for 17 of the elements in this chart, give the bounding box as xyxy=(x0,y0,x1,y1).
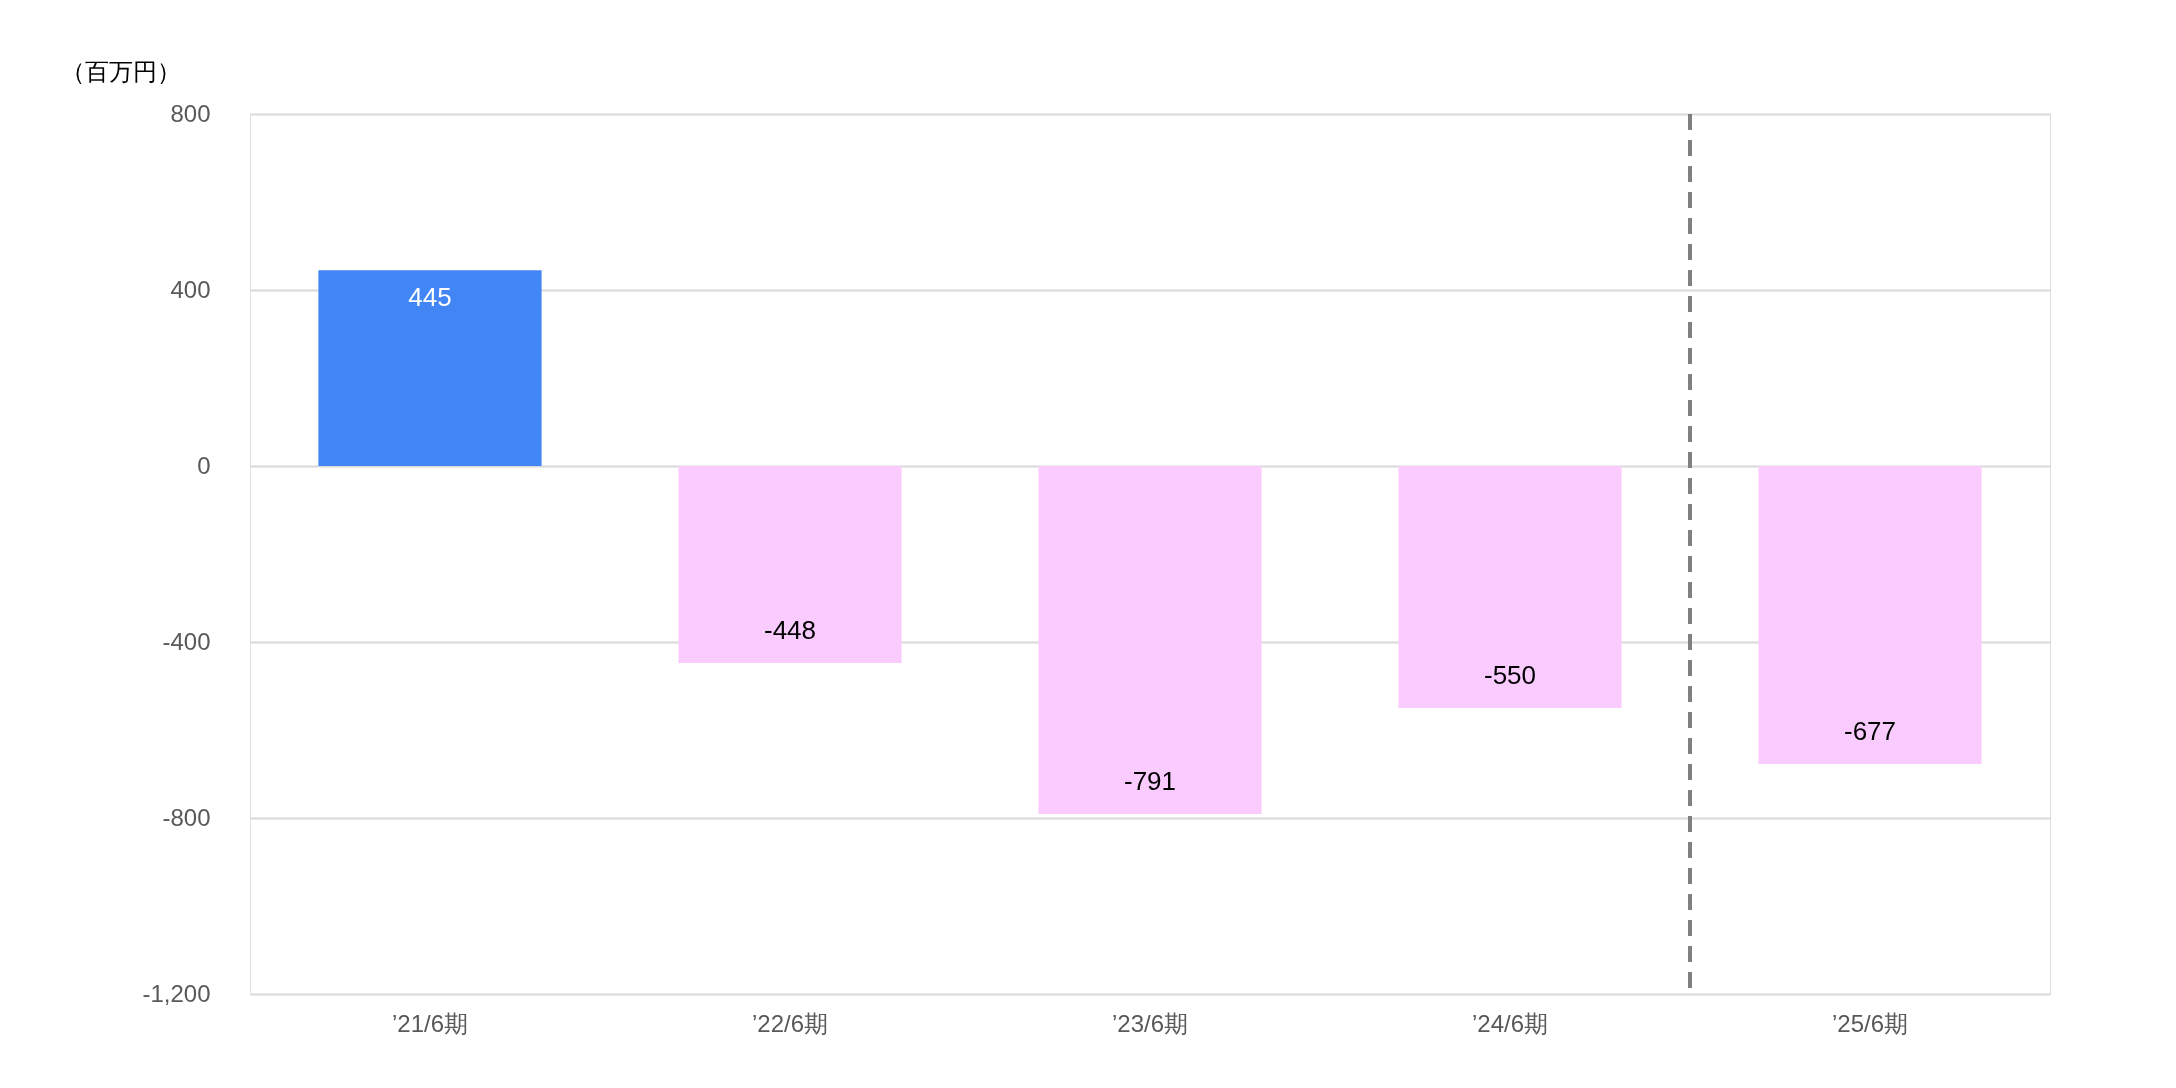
x-tick-label: ’23/6期 xyxy=(1111,1009,1189,1037)
y-tick-label: -800 xyxy=(162,803,211,831)
data-label: -677 xyxy=(1843,715,1897,746)
x-tick-label: ’21/6期 xyxy=(391,1009,469,1037)
y-tick-label: 800 xyxy=(170,99,211,127)
y-tick-label: 0 xyxy=(197,451,211,479)
x-tick-label: ’24/6期 xyxy=(1471,1009,1549,1037)
data-label: -448 xyxy=(763,615,817,646)
data-label: -550 xyxy=(1483,660,1537,690)
x-tick-label: ’22/6期 xyxy=(751,1009,829,1037)
x-tick-label: ’25/6期 xyxy=(1831,1009,1909,1037)
y-tick-label: 400 xyxy=(170,275,211,303)
y-tick-label: -1,200 xyxy=(142,979,211,1007)
y-tick-label: -400 xyxy=(162,627,211,655)
y-axis-title: （百万円） xyxy=(60,57,181,85)
data-label: -791 xyxy=(1123,766,1177,797)
data-label: 445 xyxy=(408,282,452,313)
